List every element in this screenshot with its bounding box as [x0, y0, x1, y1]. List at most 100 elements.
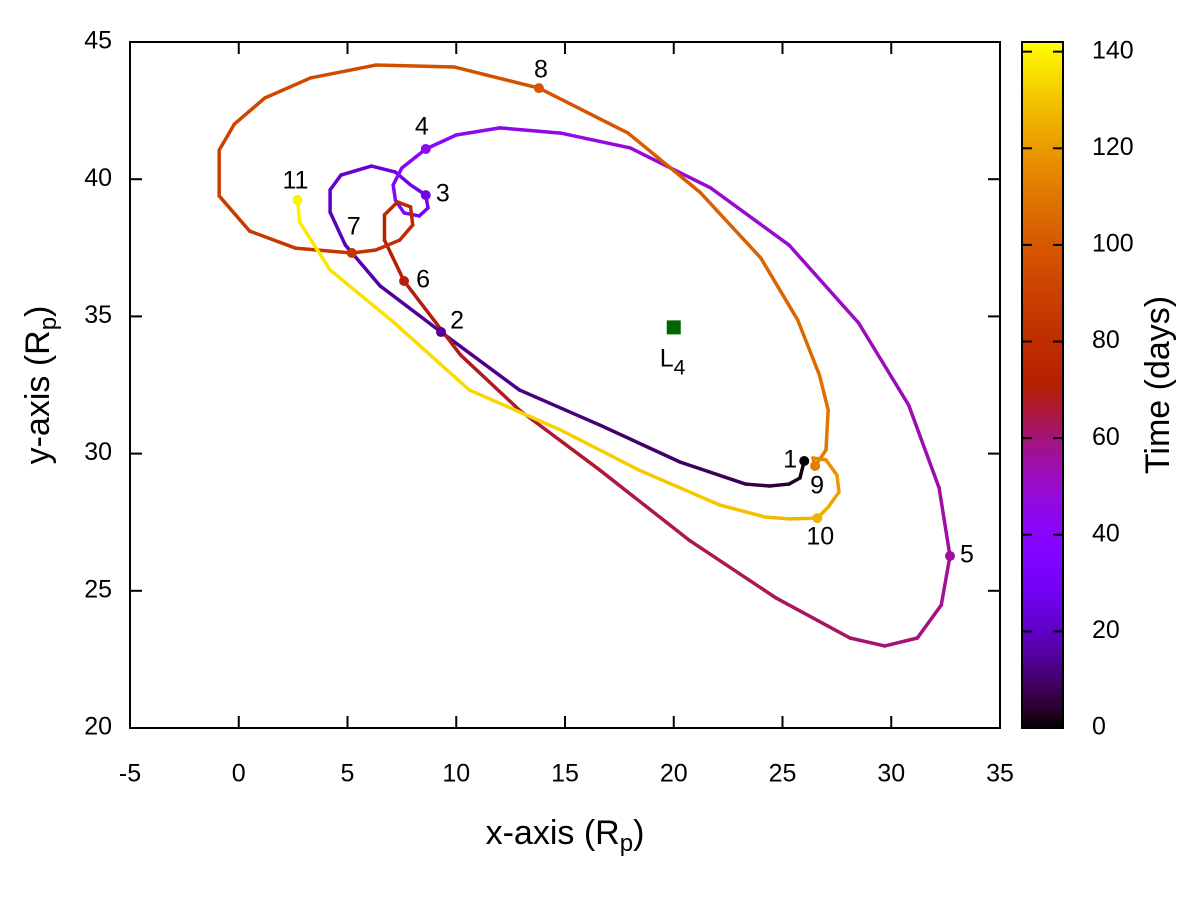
trajectory-segment [906, 403, 941, 490]
trajectory-segment [467, 388, 563, 432]
trajectory-segment [374, 238, 402, 252]
l4-marker [666, 320, 681, 335]
x-title-text: x-axis (R [486, 814, 620, 852]
trajectory-segment [308, 63, 378, 80]
y-title-tail: ) [19, 306, 57, 317]
trajectory-segment [424, 133, 458, 151]
trajectory-segment [637, 468, 722, 507]
y-title-sub: p [35, 317, 62, 330]
point-label: 11 [282, 167, 308, 195]
l4-label: L4 [660, 344, 686, 379]
trajectory-segment [374, 63, 456, 69]
y-tick-label: 45 [84, 27, 112, 55]
trajectory-segment [378, 284, 443, 334]
x-title-sub: p [620, 830, 633, 857]
trajectory-segment [402, 279, 463, 357]
y-tick-label: 25 [84, 575, 112, 603]
colorbar-tick-label: 60 [1092, 423, 1120, 451]
trajectory-segment [743, 482, 772, 488]
trajectory-segment [626, 131, 702, 194]
colorbar [1021, 41, 1064, 729]
x-tick-label: 5 [341, 760, 355, 788]
x-tick-label: 0 [232, 760, 246, 788]
trajectory-segment [826, 490, 841, 509]
trajectory-segment [824, 408, 830, 452]
point-label: 6 [416, 266, 430, 294]
trajectory-segment [558, 428, 641, 472]
trajectory-segment [558, 131, 632, 150]
trajectory-segment [698, 190, 763, 260]
trajectory-segment [408, 205, 415, 227]
time-point [810, 460, 821, 471]
x-tick-label: 15 [551, 760, 579, 788]
x-tick-label: 35 [986, 760, 1014, 788]
trajectory-segment [774, 596, 852, 640]
trajectory-segment [395, 200, 413, 209]
time-point [420, 190, 431, 201]
point-label: 7 [347, 213, 361, 241]
trajectory-segment [452, 65, 541, 90]
colorbar-tick-label: 80 [1092, 326, 1120, 354]
trajectory-segment [759, 256, 800, 322]
trajectory-segment [939, 554, 952, 607]
trajectory-segment [763, 515, 791, 521]
y-axis-title: y-axis (Rp) [19, 306, 62, 465]
point-label: 5 [960, 541, 974, 569]
plot-frame [129, 41, 1001, 729]
trajectory-segment [767, 482, 791, 488]
y-tick-label: 20 [84, 713, 112, 741]
l4-label-sub: 4 [674, 356, 686, 379]
trajectory-segment [328, 210, 348, 247]
time-point [436, 327, 447, 338]
trajectory-segment [795, 318, 822, 377]
y-title-text: y-axis (R [19, 330, 57, 464]
time-point [346, 248, 357, 259]
trajectory-segment [687, 538, 778, 600]
trajectory-segment [937, 486, 952, 558]
trajectory-segment [439, 330, 522, 392]
trajectory-segment [454, 126, 502, 137]
time-point [420, 144, 431, 155]
trajectory-segment [247, 229, 298, 250]
trajectory-segment [498, 126, 563, 135]
trajectory-segment [717, 503, 767, 519]
trajectory-segment [817, 373, 830, 412]
trajectory-segment [787, 243, 861, 325]
trajectory-segment [293, 246, 354, 255]
time-point [944, 550, 955, 561]
trajectory-segment [417, 206, 430, 218]
trajectory-segment [458, 353, 522, 412]
point-label: 9 [810, 472, 824, 500]
x-axis-title: x-axis (Rp) [486, 814, 645, 857]
trajectory-segment [339, 164, 374, 177]
trajectory-segment [369, 164, 398, 174]
trajectory-segment [856, 321, 911, 407]
point-label: 8 [534, 56, 548, 84]
trajectory-segment [537, 86, 630, 135]
trajectory-segment [848, 636, 887, 648]
colorbar-title: Time (days) [1139, 296, 1177, 474]
point-label: 2 [450, 307, 464, 335]
trajectory-segment [263, 76, 313, 100]
trajectory-segment [882, 636, 920, 648]
trajectory-segment [811, 456, 828, 462]
y-tick-label: 40 [84, 164, 112, 192]
trajectory-segment [397, 223, 415, 242]
trajectory-segment [678, 460, 748, 486]
y-tick-label: 30 [84, 438, 112, 466]
trajectory-segment [391, 183, 398, 202]
x-tick-label: -5 [119, 760, 141, 788]
point-label: 1 [783, 446, 797, 474]
trajectory-segment [391, 166, 404, 187]
trajectory-segment [598, 468, 691, 542]
colorbar-tick-label: 100 [1092, 230, 1134, 258]
trajectory-segment [232, 96, 267, 126]
time-point [812, 513, 823, 524]
colorbar-tick-label: 140 [1092, 36, 1134, 64]
trajectory-segment [517, 408, 602, 472]
trajectory-segment [517, 388, 602, 427]
trajectory-segment [787, 476, 802, 486]
x-tick-label: 10 [442, 760, 470, 788]
time-point [399, 276, 410, 287]
